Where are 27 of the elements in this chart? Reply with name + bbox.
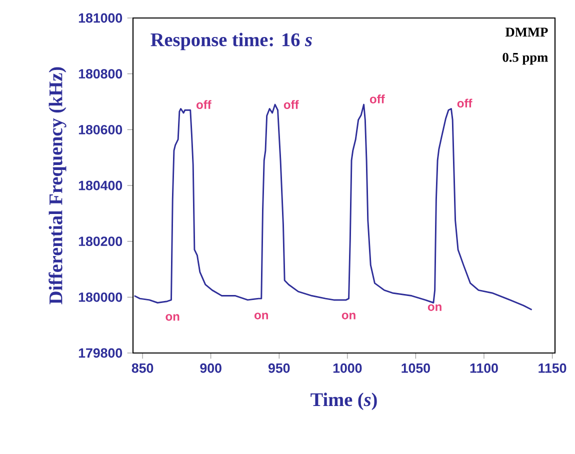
annotation: on <box>254 312 268 320</box>
y-tick-label: 179800 <box>78 348 122 358</box>
x-tick-label: 1150 <box>538 363 566 373</box>
y-tick-label: 181000 <box>78 13 122 23</box>
annotation: off <box>457 98 472 108</box>
annotation: on <box>342 312 356 320</box>
y-tick-label: 180800 <box>78 69 122 79</box>
x-tick-label: 850 <box>132 363 154 373</box>
y-axis-title: Differential Frequency (kHz) <box>48 67 66 304</box>
y-tick-label: 180000 <box>78 292 122 302</box>
x-tick-label: 950 <box>268 363 290 373</box>
y-tick-label: 180400 <box>78 180 122 190</box>
annotation: 0.5 ppm <box>502 52 548 65</box>
y-tick-label: 180600 <box>78 124 122 134</box>
annotation: DMMP <box>505 28 548 36</box>
x-tick-label: 1050 <box>402 363 430 373</box>
x-tick-label: 1100 <box>470 363 498 373</box>
x-tick-label: 900 <box>200 363 222 373</box>
annotation: off <box>370 94 385 104</box>
y-tick-label: 180200 <box>78 236 122 246</box>
x-tick-label: 1000 <box>333 363 362 373</box>
x-axis-title: Time (s) <box>310 392 377 410</box>
annotation: off <box>196 100 212 109</box>
annotation: on <box>428 304 442 311</box>
annotation: off <box>284 100 299 109</box>
annotation: on <box>166 314 180 321</box>
annotation: Response time: 16 s <box>150 32 312 50</box>
